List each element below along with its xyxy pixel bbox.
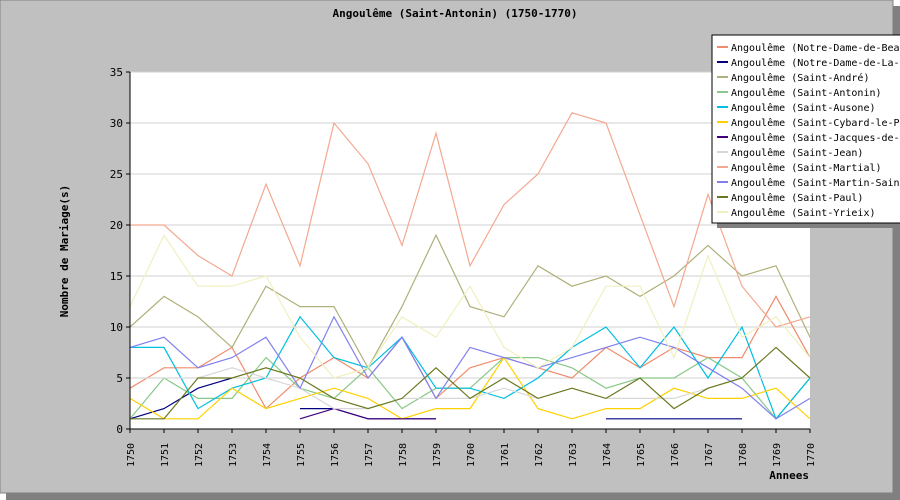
x-tick-label: 1760 (466, 443, 477, 467)
legend-label: Angoulême (Saint-André) (731, 72, 869, 84)
x-tick-label: 1765 (636, 443, 647, 467)
x-tick-label: 1768 (738, 443, 749, 467)
series-line-7 (299, 407, 436, 420)
x-tick-label: 1752 (194, 443, 205, 467)
legend-label: Angoulême (Saint-Ausone) (731, 102, 876, 114)
x-tick-label: 1750 (126, 443, 137, 467)
x-tick-label: 1754 (262, 443, 273, 467)
gridlines (130, 71, 810, 379)
x-tick-label: 1758 (398, 443, 409, 467)
x-tick-label: 1759 (432, 443, 443, 467)
legend-label: Angoulême (Notre-Dame-de-Beaulieu) (731, 42, 900, 54)
y-tick-label: 35 (110, 66, 123, 79)
chart-panel-shadow-right (893, 6, 900, 500)
series-line-9 (130, 112, 811, 328)
series-line-11 (130, 346, 811, 420)
x-tick-label: 1756 (330, 443, 341, 467)
legend-label: Angoulême (Saint-Martin-Saint-Éloi) (731, 176, 900, 189)
y-tick-label: 10 (110, 321, 123, 334)
legend-label: Angoulême (Saint-Cybard-le-Peyrat) (731, 117, 900, 129)
y-tick-label: 30 (110, 117, 123, 130)
y-axis-label: Nombre de Mariage(s) (58, 185, 71, 317)
plot-area (130, 72, 810, 429)
x-tick-label: 1755 (296, 443, 307, 467)
series-line-10 (129, 315, 811, 420)
x-tick-label: 1769 (772, 443, 783, 467)
legend-label: Angoulême (Notre-Dame-de-La-Peine) (731, 57, 900, 69)
y-tick-label: 25 (110, 168, 123, 181)
legend-label: Angoulême (Saint-Paul) (731, 192, 863, 204)
chart-title: Angoulême (Saint-Antonin) (1750-1770) (332, 7, 577, 20)
y-tick-labels: 0 5 10 15 20 25 30 35 (110, 66, 130, 436)
legend-label: Angoulême (Saint-Yrieix) (731, 207, 876, 219)
legend-label: Angoulême (Saint-Martial) (731, 162, 882, 174)
legend: Angoulême (Notre-Dame-de-Beaulieu) Angoul… (711, 34, 900, 228)
series-line-12 (129, 233, 811, 379)
x-tick-label: 1757 (364, 443, 375, 467)
x-tick-label: 1763 (568, 443, 579, 467)
x-tick-labels: 1750 1751 1752 1753 1754 1755 1756 1757 1758 1759… (126, 429, 817, 467)
y-tick-label: 15 (110, 270, 123, 283)
y-tick-label: 0 (116, 423, 123, 436)
x-tick-label: 1753 (228, 443, 239, 467)
x-tick-label: 1751 (160, 443, 171, 467)
legend-label: Angoulême (Saint-Jean) (731, 147, 863, 159)
series-line-1 (129, 295, 811, 410)
legend-box (711, 34, 900, 224)
legend-label: Angoulême (Saint-Antonin) (731, 87, 882, 99)
x-tick-label: 1761 (500, 443, 511, 467)
x-tick-label: 1762 (534, 443, 545, 467)
y-tick-label: 5 (116, 372, 123, 385)
x-tick-label: 1770 (806, 443, 817, 467)
series-lines (129, 112, 811, 420)
x-tick-label: 1767 (704, 443, 715, 467)
x-tick-label: 1764 (602, 443, 613, 467)
series-line-3 (129, 233, 811, 370)
chart-panel-shadow-bottom (6, 493, 900, 500)
x-tick-label: 1766 (670, 443, 681, 467)
legend-label: Angoulême (Saint-Jacques-de-Lhoumeau) (731, 132, 900, 144)
legend-entries: Angoulême (Notre-Dame-de-Beaulieu) Angoul… (717, 42, 900, 219)
x-axis-label: Annees (769, 469, 809, 482)
y-tick-label: 20 (110, 219, 123, 232)
